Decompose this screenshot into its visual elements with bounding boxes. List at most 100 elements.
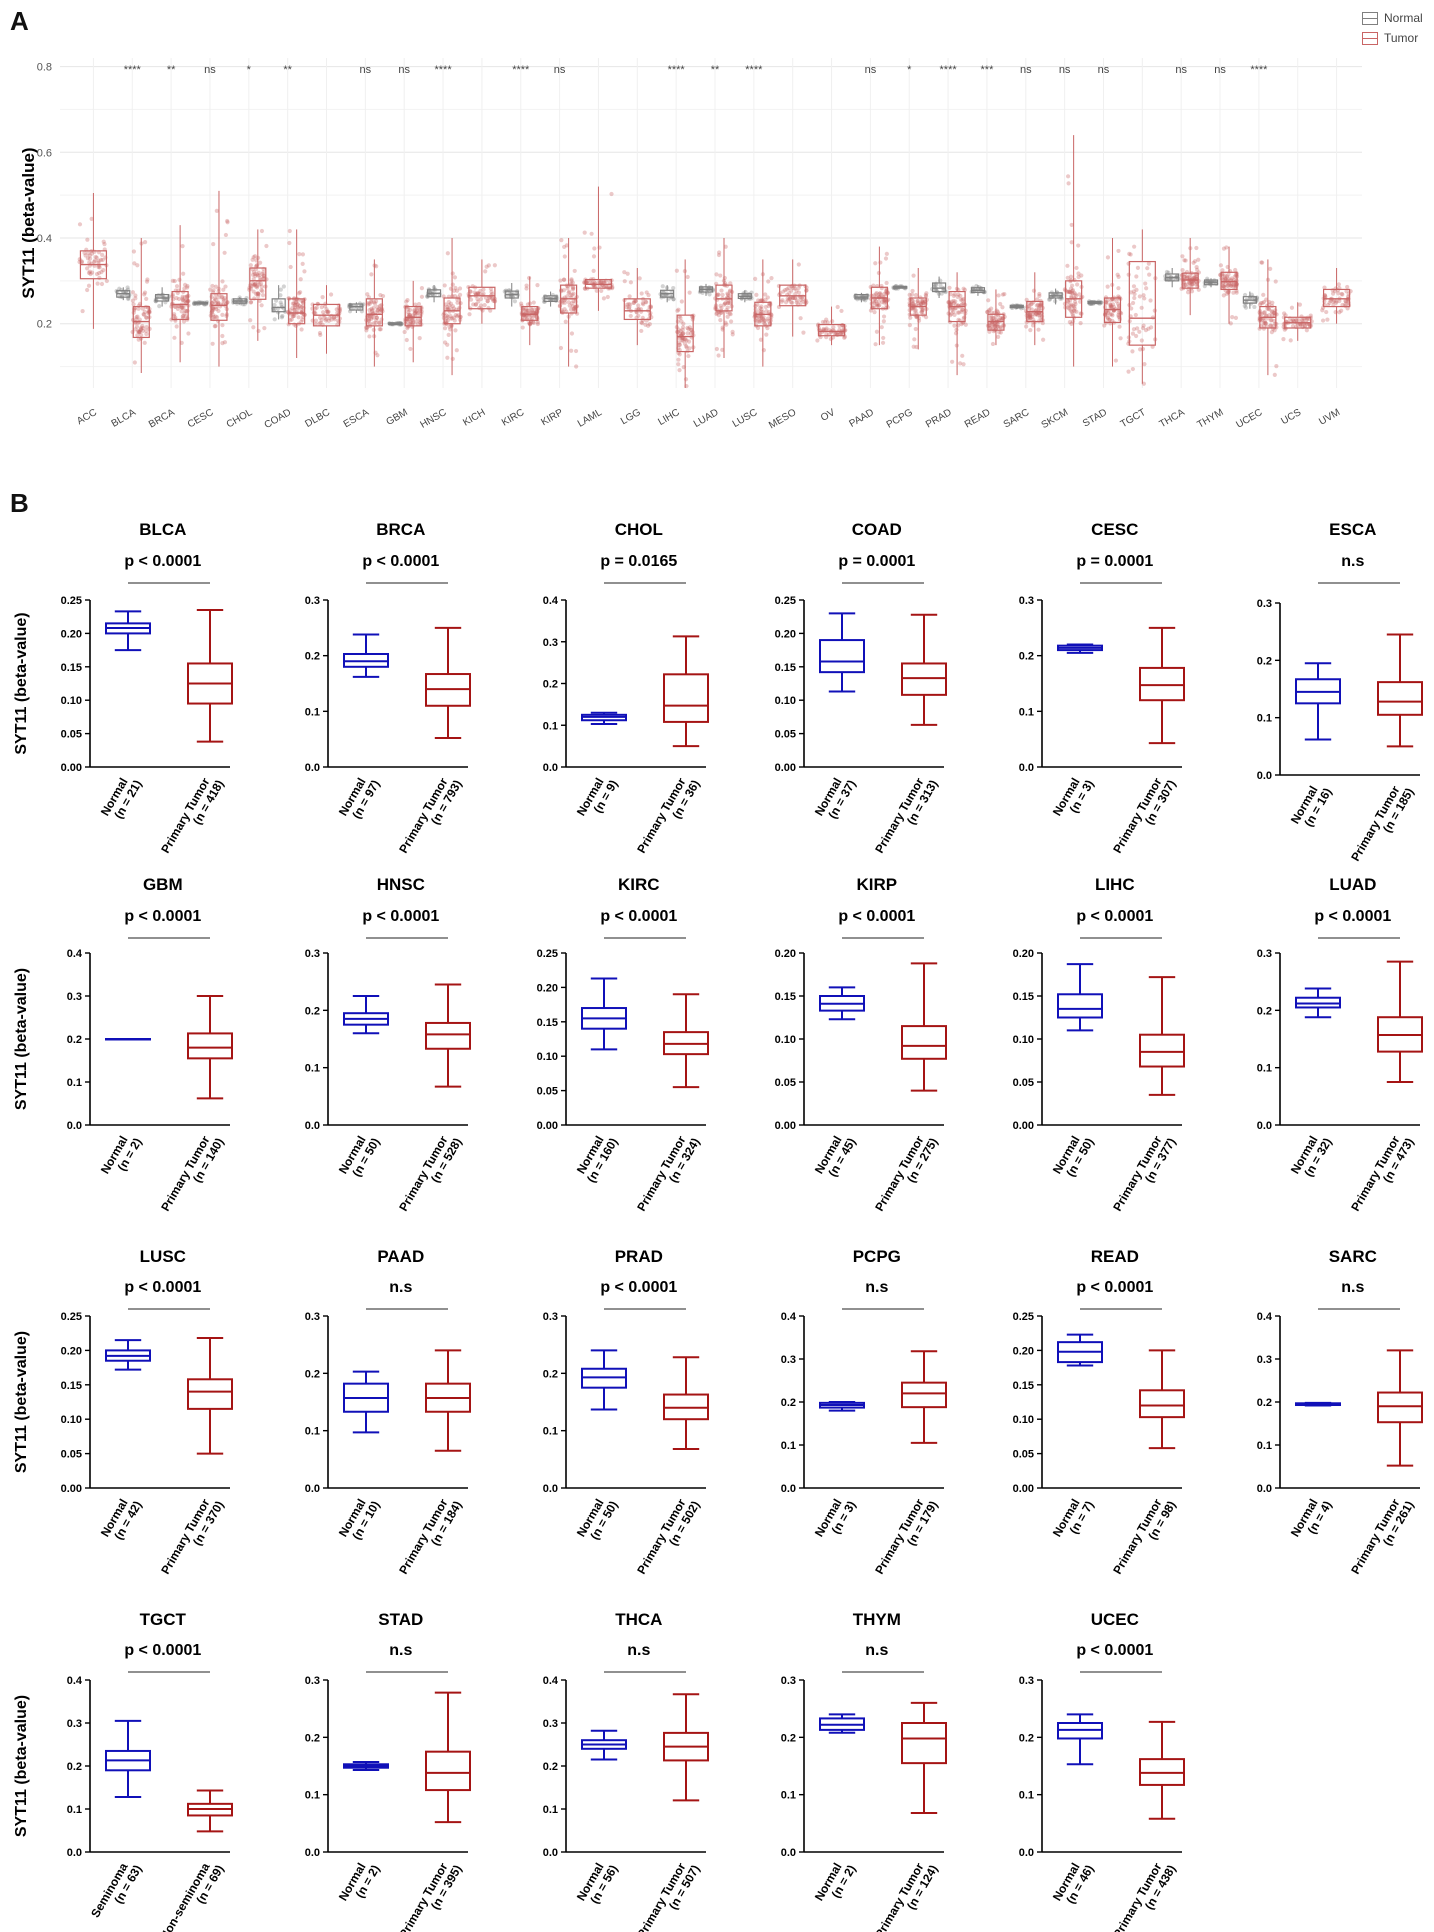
overview-box-tumor-GBM-point xyxy=(415,311,420,316)
overview-box-normal-LIHC-point xyxy=(671,285,676,291)
overview-box-tumor-KIRP-point xyxy=(572,268,577,274)
overview-box-tumor-LIHC-point xyxy=(680,325,686,330)
overview-box-tumor-LIHC-point xyxy=(683,377,689,382)
overview-box-tumor-BRCA-point xyxy=(180,314,185,319)
overview-box-tumor-STAD-point xyxy=(1116,310,1121,315)
overview-box-tumor-PRAD-point xyxy=(949,299,954,304)
overview-box-normal-HNSC xyxy=(425,285,442,303)
overview-box-tumor-KICH-point xyxy=(482,303,487,308)
overview-box-tumor-LUAD-point xyxy=(714,310,719,316)
overview-box-tumor-TGCT xyxy=(1126,229,1158,386)
overview-box-tumor-LAML-point xyxy=(598,280,603,285)
overview-box-tumor-UCEC-point xyxy=(1261,320,1266,325)
overview-box-tumor-CHOL-point xyxy=(252,282,257,287)
overview-box-tumor-THCA-point xyxy=(1189,279,1194,285)
overview-box-tumor-LIHC-point xyxy=(675,308,680,313)
overview-box-tumor-COAD-point xyxy=(293,300,298,305)
overview-box-tumor-KIRP-point xyxy=(559,238,564,243)
box-body xyxy=(901,1722,947,1765)
overview-box-tumor-LAML-point xyxy=(592,246,597,251)
overview-box-tumor-SARC-point xyxy=(1027,314,1032,320)
overview-box-tumor-PCPG-point xyxy=(918,301,924,306)
overview-box-tumor-ESCA-point xyxy=(367,308,372,313)
overview-box-tumor-THCA-point xyxy=(1188,277,1193,282)
overview-box-tumor-TGCT-point xyxy=(1130,349,1135,354)
overview-box-tumor-COAD-point xyxy=(294,300,299,305)
panel-box-group2 xyxy=(187,1789,233,1833)
overview-box-tumor-LGG-point xyxy=(639,320,644,325)
overview-box-tumor-PRAD-point xyxy=(961,362,966,367)
overview-box-tumor-LGG-point xyxy=(644,300,649,305)
panel-pvalue: p = 0.0165 xyxy=(600,553,677,570)
overview-box-tumor-BRCA-point xyxy=(171,313,176,319)
panel-title: READ xyxy=(1091,1247,1139,1266)
overview-box-tumor-HNSC-point xyxy=(447,303,452,308)
overview-box-tumor-TGCT-point xyxy=(1131,289,1136,294)
panel-y-tick-label: 0.2 xyxy=(781,1397,796,1409)
overview-box-tumor-TGCT-point xyxy=(1147,272,1152,277)
overview-box-tumor-THYM-point xyxy=(1231,282,1236,287)
overview-box-tumor-ACC-point xyxy=(94,255,99,260)
panel-y-tick-label: 0.05 xyxy=(61,729,82,741)
overview-box-tumor-LUAD-point xyxy=(722,302,727,307)
overview-box-tumor-UVM-point xyxy=(1345,306,1350,311)
overview-box-tumor-SKCM-point xyxy=(1067,319,1072,325)
overview-box-tumor-THYM-point xyxy=(1222,275,1227,280)
overview-box-tumor-LIHC-point xyxy=(680,338,685,343)
overview-box-tumor-BLCA-point xyxy=(140,325,146,331)
overview-box-tumor-ESCA-point xyxy=(375,307,380,312)
legend-item-tumor: Tumor xyxy=(1362,28,1423,48)
overview-box-tumor-KIRC-point xyxy=(524,286,529,291)
overview-box-tumor-UCS-point xyxy=(1296,317,1301,323)
overview-box-tumor-LGG-point xyxy=(633,298,638,304)
panel-title: PCPG xyxy=(853,1247,901,1266)
overview-box-tumor-BLCA-point xyxy=(134,324,140,329)
overview-box-tumor-HNSC-point xyxy=(450,282,455,287)
overview-box-tumor-CHOL-point xyxy=(255,273,260,278)
overview-box-tumor-ESCA-point xyxy=(370,308,375,313)
overview-box-tumor-CESC-point xyxy=(210,283,215,289)
overview-box-tumor-READ-point xyxy=(987,307,992,313)
overview-box-tumor-KIRC-point xyxy=(530,310,535,315)
overview-box-tumor-LAML-point xyxy=(609,191,614,197)
overview-box-tumor-CHOL-point xyxy=(252,282,257,287)
overview-box-tumor-UCS-point xyxy=(1302,323,1307,328)
panel-y-tick-label: 0.0 xyxy=(543,1847,558,1859)
overview-box-tumor-GBM-point xyxy=(412,307,417,313)
overview-box-tumor-LIHC-point xyxy=(684,344,689,349)
overview-box-tumor-PRAD-point xyxy=(951,309,956,314)
overview-box-tumor-LIHC-point xyxy=(682,341,688,346)
overview-box-tumor-TGCT-point xyxy=(1145,266,1150,271)
overview-box-tumor-LUSC-point xyxy=(767,321,773,326)
overview-box-tumor-PAAD-point xyxy=(871,283,876,288)
overview-box-tumor-LIHC-point xyxy=(685,331,690,336)
overview-box-tumor-READ-point xyxy=(985,310,990,315)
overview-box-tumor-CHOL-point xyxy=(250,257,255,262)
panel-y-tick-label: 0.20 xyxy=(61,628,82,640)
overview-box-tumor-TGCT-point xyxy=(1139,305,1144,310)
overview-box-tumor-PRAD-point xyxy=(947,285,952,290)
panel-y-axis-label: SYT11 (beta-value) xyxy=(13,612,30,754)
overview-box-tumor-PCPG-point xyxy=(921,301,926,306)
panel-box-group1 xyxy=(819,1401,865,1412)
overview-box-tumor-UCEC-point xyxy=(1269,309,1274,314)
overview-box-tumor-KIRP-point xyxy=(562,300,567,305)
overview-box-tumor-LUAD-point xyxy=(715,292,720,297)
overview-box-tumor-OV-point xyxy=(837,331,843,336)
overview-box-tumor-SARC-point xyxy=(1036,327,1041,332)
overview-box-tumor-PAAD-point xyxy=(877,291,882,296)
overview-box-tumor-SARC xyxy=(1023,272,1046,346)
overview-box-tumor-CESC-point xyxy=(213,297,218,302)
overview-box-tumor-ESCA-point xyxy=(377,310,382,315)
overview-box-tumor-LIHC-point xyxy=(676,362,681,367)
overview-box-tumor-UCEC-point xyxy=(1257,302,1263,307)
overview-box-tumor-UVM-point xyxy=(1337,310,1342,315)
panel-y-tick-label: 0.00 xyxy=(1013,1483,1034,1495)
overview-box-tumor-SKCM-point xyxy=(1066,305,1071,310)
overview-box-normal-COAD-point xyxy=(281,284,286,289)
overview-box-tumor-PRAD-point xyxy=(960,353,965,358)
